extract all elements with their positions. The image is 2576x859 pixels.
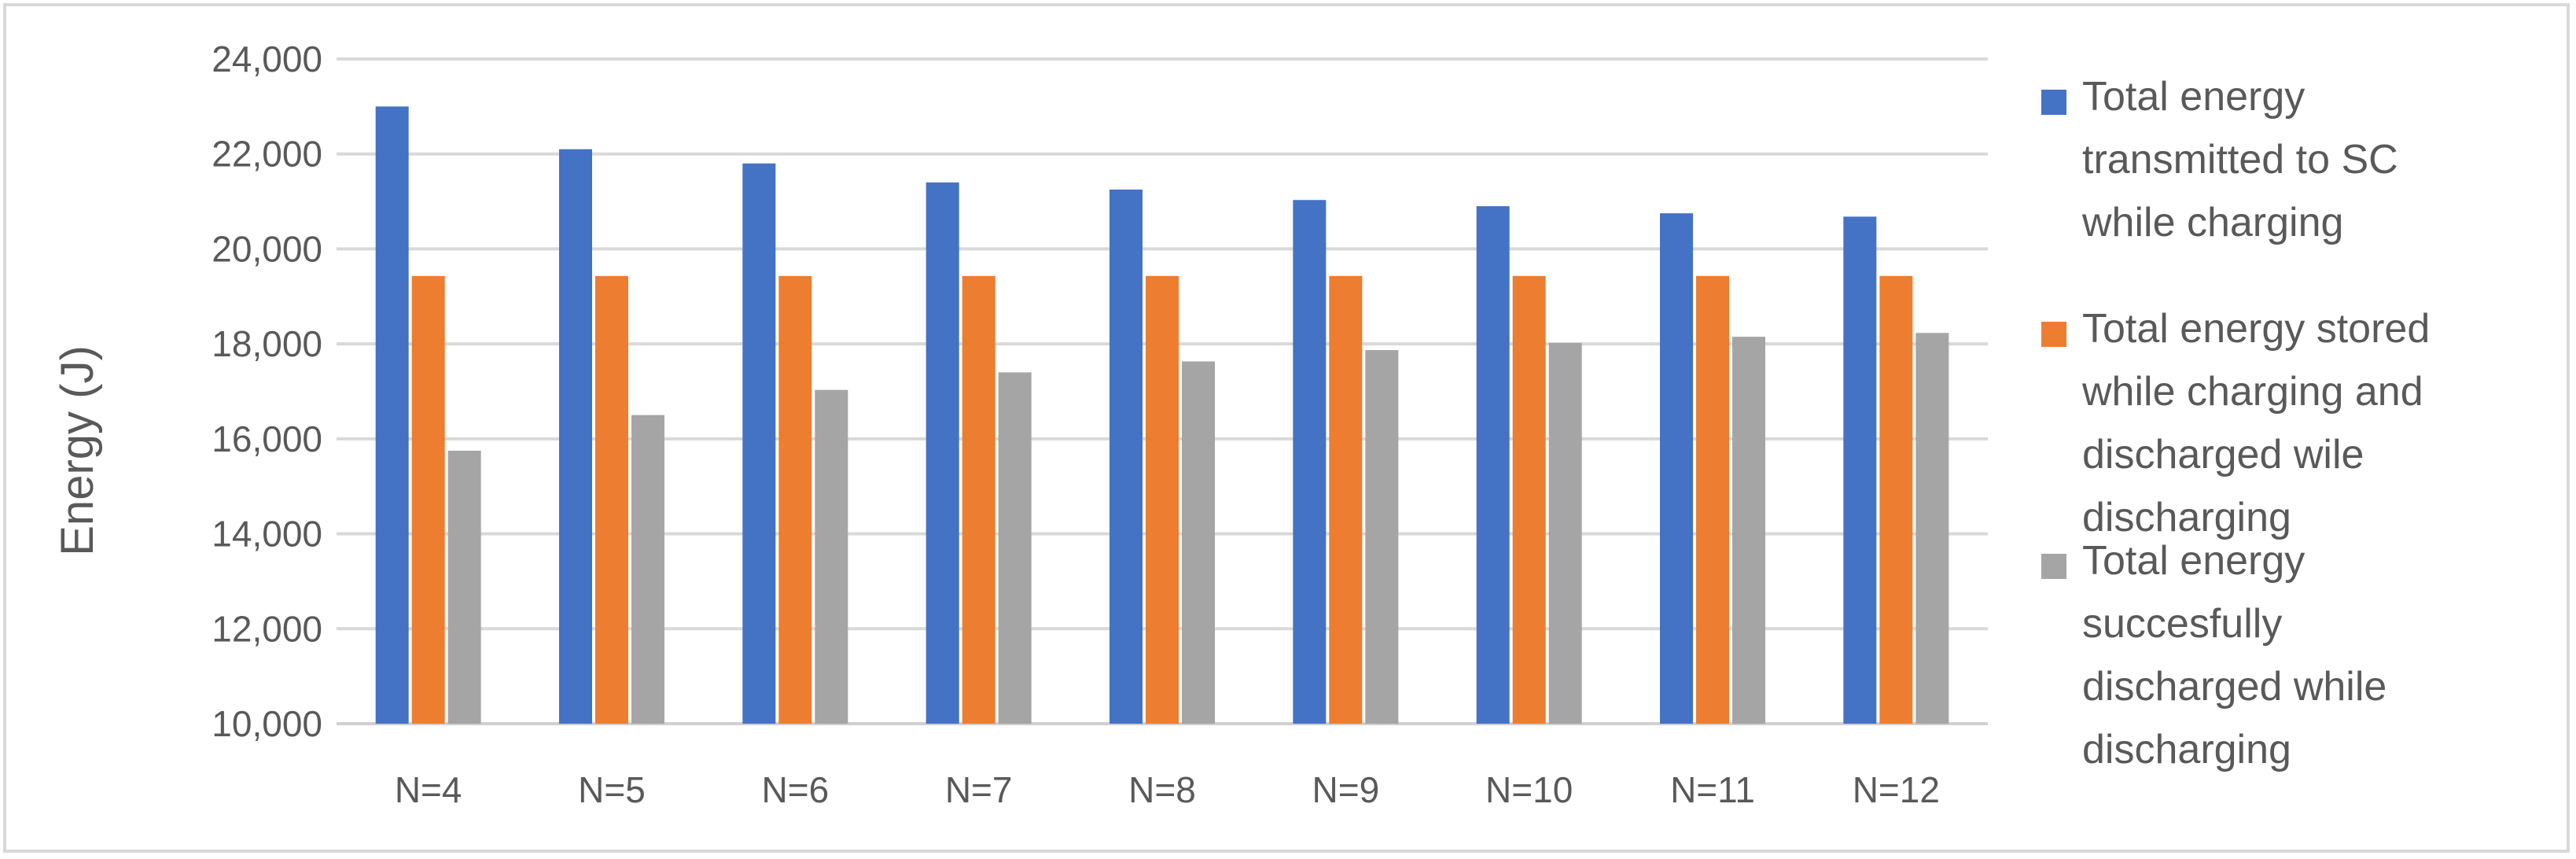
legend-label: Total energy [2082, 538, 2305, 584]
bar [1879, 275, 1913, 724]
bar [815, 389, 848, 724]
legend-label: Total energy stored [2082, 306, 2430, 352]
x-tick-label: N=12 [1853, 769, 1940, 810]
x-tick-label: N=7 [945, 769, 1013, 810]
bar [1732, 337, 1765, 724]
y-axis-label: Energy (J) [52, 345, 103, 556]
y-tick-label: 22,000 [212, 134, 322, 175]
x-tick-label: N=11 [1670, 769, 1755, 810]
x-tick-label: N=6 [761, 769, 829, 810]
legend-label: succesfully [2082, 601, 2282, 647]
bar [595, 275, 628, 724]
bar-chart: 10,000 12,000 14,000 16,000 18,000 20,000 22,0… [52, 39, 2430, 810]
x-tick-label: N=4 [395, 769, 462, 810]
bar [998, 372, 1032, 724]
y-tick-label: 24,000 [212, 39, 322, 79]
legend-swatch [2041, 90, 2066, 115]
y-tick-label: 20,000 [212, 228, 322, 269]
bars [375, 106, 1949, 724]
legend-label: discharged while [2082, 664, 2386, 710]
y-tick-label: 14,000 [212, 514, 322, 555]
bar [1329, 275, 1363, 724]
y-tick-label: 16,000 [212, 418, 322, 459]
bar [631, 415, 664, 724]
legend: Total energy transmitted to SC while charg… [2041, 74, 2430, 772]
legend-label: discharged wile [2082, 432, 2364, 477]
bar [1182, 361, 1215, 724]
bar [1843, 216, 1877, 724]
bar [447, 450, 481, 724]
legend-swatch [2041, 554, 2066, 579]
bar [926, 182, 959, 724]
bar [962, 275, 995, 724]
legend-label: transmitted to SC [2082, 137, 2398, 182]
x-tick-label: N=9 [1312, 769, 1379, 810]
bar [1110, 189, 1143, 724]
y-tick-label: 12,000 [212, 608, 322, 649]
bar [1476, 206, 1510, 724]
bar [1365, 349, 1399, 724]
legend-label: Total energy [2082, 74, 2305, 120]
legend-label: while charging and [2081, 369, 2423, 415]
bar [1146, 275, 1179, 724]
legend-label: discharging [2082, 495, 2291, 540]
bar [1548, 342, 1582, 724]
bar [375, 106, 409, 724]
x-axis-ticks: N=4 N=5 N=6 N=7 N=8 N=9 N=10 N=11 N=12 [395, 769, 1940, 810]
x-tick-label: N=10 [1485, 769, 1573, 810]
y-axis-ticks: 10,000 12,000 14,000 16,000 18,000 20,000 22,0… [212, 39, 322, 744]
bar [1293, 200, 1327, 724]
bar [559, 149, 592, 724]
bar [1915, 333, 1949, 724]
legend-swatch [2041, 322, 2066, 347]
chart-container: 10,000 12,000 14,000 16,000 18,000 20,000 22,0… [3, 3, 2570, 853]
x-tick-label: N=5 [578, 769, 646, 810]
bar [1696, 275, 1729, 724]
bar [742, 163, 776, 724]
legend-label: discharging [2082, 727, 2291, 772]
y-tick-label: 10,000 [212, 703, 322, 744]
y-tick-label: 18,000 [212, 323, 322, 364]
x-tick-label: N=8 [1128, 769, 1196, 810]
bar [1660, 213, 1693, 724]
bar [1512, 275, 1546, 724]
legend-label: while charging [2081, 200, 2343, 245]
bar [411, 275, 445, 724]
bar [778, 275, 812, 724]
